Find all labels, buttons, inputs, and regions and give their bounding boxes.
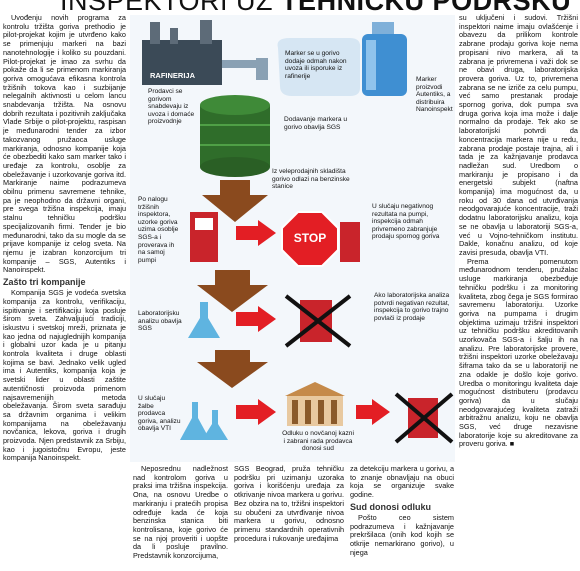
paragraph: Neposrednu nadležnost nad kontrolom gori…: [133, 465, 228, 561]
diagram-label: Iz veleprodajnih skladišta gorivo odlazi…: [272, 168, 364, 191]
stop-text: STOP: [294, 231, 326, 245]
stop-sign: STOP: [282, 212, 338, 266]
subheading: Zašto tri kompanije: [3, 277, 126, 288]
storage-tank: [200, 95, 270, 177]
paragraph: Prema pomenutom međunarodnom tenderu, pr…: [459, 258, 578, 449]
bottom-column: Neposrednu nadležnost nad kontrolom gori…: [133, 465, 228, 571]
diagram-label: Prodavci se gorivom snabdevaju iz uvoza …: [148, 88, 198, 126]
diagram-label: Po nalogu tržišnih inspektora, uzorke go…: [138, 196, 182, 264]
newspaper-page: {"header": {"title_light": "INSPEKTORI U…: [0, 0, 580, 571]
bottom-column: za detekciju markera u gorivu, a to znan…: [350, 465, 454, 571]
diagram-label: Ako laboratorijska analiza potvrdi negat…: [374, 292, 452, 322]
diagram-label: U slučaju negativnog rezultata na pumpi,…: [372, 203, 452, 241]
left-column: Uvođenju novih programa za kontrolu trži…: [3, 14, 126, 571]
bottom-column: SGS Beograd, pruža tehničku podršku pri …: [234, 465, 344, 571]
diagram-label: Marker proizvodi Autentiks, a distribuir…: [416, 76, 456, 114]
diagram-label: Laboratorijsku analizu obavlja SGS: [138, 310, 184, 333]
diagram-label: Odluku o novčanoj kazni i zabrani rada p…: [282, 430, 354, 453]
paragraph: za detekciju markera u gorivu, a to znan…: [350, 465, 454, 500]
paragraph: SGS Beograd, pruža tehničku podršku pri …: [234, 465, 344, 543]
paragraph: Uvođenju novih programa za kontrolu trži…: [3, 14, 126, 275]
diagram-label: Dodavanje markera u gorivo obavlja SGS: [284, 116, 362, 131]
refinery-label: RAFINERIJA: [150, 72, 195, 80]
right-column: su uključeni i sudovi. Tržišni inspektor…: [459, 14, 578, 571]
diagram-label: U slučaju žalbe prodavca goriva, analizu…: [138, 395, 182, 433]
paragraph: Kompanija SGS je vodeća svetska kompanij…: [3, 289, 126, 463]
diagram-label: Marker se u gorivo dodaje odmah nakon uv…: [285, 50, 357, 80]
paragraph: su uključeni i sudovi. Tržišni inspektor…: [459, 14, 578, 258]
paragraph: Pošto ceo sistem podrazumeva i kažnjavan…: [350, 514, 454, 558]
subheading: Sud donosi odluku: [350, 502, 454, 513]
